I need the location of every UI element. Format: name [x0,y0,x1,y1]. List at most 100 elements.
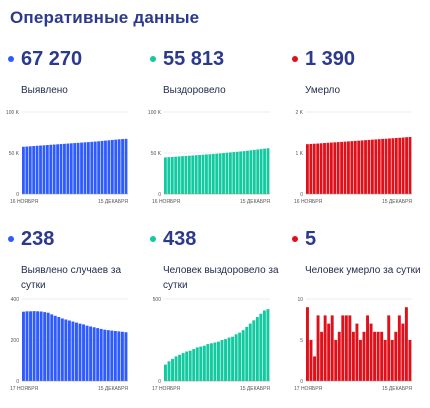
bar-chart-deaths-total: 0 1 K 2 K 16 НОЯБРЯ 15 ДЕКАБРЯ [294,110,412,205]
bar [336,142,340,194]
bar [313,356,316,381]
bar [206,344,210,381]
bar [235,151,239,194]
bar [369,323,373,381]
bar [255,317,259,381]
bar [106,330,110,381]
stat-value: 1 390 [305,48,356,70]
y-tick-label: 200 [11,338,20,344]
bar [202,345,206,381]
bar [362,331,366,381]
bar [52,144,56,194]
stat-value: 67 270 [21,48,83,70]
bar [114,139,118,194]
bar [218,153,222,194]
bar [43,312,47,381]
bar [340,141,344,194]
bullet-dot-icon [150,56,156,62]
bar [97,141,101,194]
bar [380,331,384,381]
bar [227,337,231,381]
bar [32,146,36,194]
bar [36,311,40,381]
bullet-dot-icon [8,56,14,62]
bar [215,153,219,194]
y-tick-label: 50 K [9,151,20,157]
bar [90,141,94,194]
bar [167,157,171,194]
bar [191,155,195,194]
bar [35,145,39,194]
bar [64,319,68,381]
x-end-label: 15 ДЕКАБРЯ [98,386,128,392]
bar [50,314,54,382]
y-tick-label: 100 K [148,110,162,116]
bar [224,339,227,381]
y-tick-label: 0 [158,379,161,385]
bar [69,143,73,194]
bar [28,146,32,194]
bar [249,150,253,194]
bar [376,331,380,381]
bar-chart-detected-total: 0 50 K 100 K 16 НОЯБРЯ 15 ДЕКАБРЯ [6,110,128,205]
bar [188,350,192,381]
bar [312,143,316,194]
y-tick-label: 0 [300,192,303,198]
bar [198,154,202,194]
x-start-label: 16 НОЯБРЯ [10,199,38,205]
panel-deaths-daily: 5 Человек умерло за сутки [292,228,422,408]
bar [239,151,243,194]
bar [66,143,70,194]
bar [355,323,359,381]
bullet-dot-icon [8,236,14,242]
bar [263,148,266,194]
bar [306,144,309,194]
stat-label: Выявлено случаев за сутки [21,265,122,291]
stat-value: 55 813 [163,48,225,70]
page-title: Оперативные данные [10,8,200,27]
bar [76,142,80,194]
bar [344,315,348,381]
bar [348,315,352,381]
bar [408,137,412,194]
bar [167,361,171,381]
y-tick-label: 400 [11,297,20,303]
bar [181,156,184,194]
bar [29,311,32,381]
bar [110,330,114,381]
bar [259,313,263,381]
stat-value: 438 [163,228,197,250]
bar [92,327,96,381]
x-start-label: 17 НОЯБРЯ [10,386,38,392]
bar-chart-recovered-daily: 0 500 17 НОЯБРЯ 15 ДЕКАБРЯ [152,297,270,392]
bar [245,326,249,381]
bar [201,154,205,194]
bar [228,152,232,194]
bar [120,331,124,381]
bar [67,320,71,381]
bar [100,140,104,194]
bar [388,138,391,194]
bar [347,141,350,194]
bar [177,156,181,194]
bar [75,322,78,381]
bar [381,138,385,194]
y-tick-label: 0 [300,379,303,385]
x-start-label: 17 НОЯБРЯ [294,386,322,392]
bar [319,143,323,194]
bar [384,138,388,194]
bar [208,154,212,194]
bar [49,144,53,194]
bar [343,141,347,194]
bar [225,152,229,194]
bar [178,354,182,381]
bar [174,156,178,194]
bar [248,323,252,381]
bar [22,311,25,381]
bar [238,332,242,381]
bar [39,145,42,194]
bullet-dot-icon [292,236,298,242]
stat-label: Умерло [305,85,341,96]
bar [341,315,345,381]
bar [222,153,225,194]
